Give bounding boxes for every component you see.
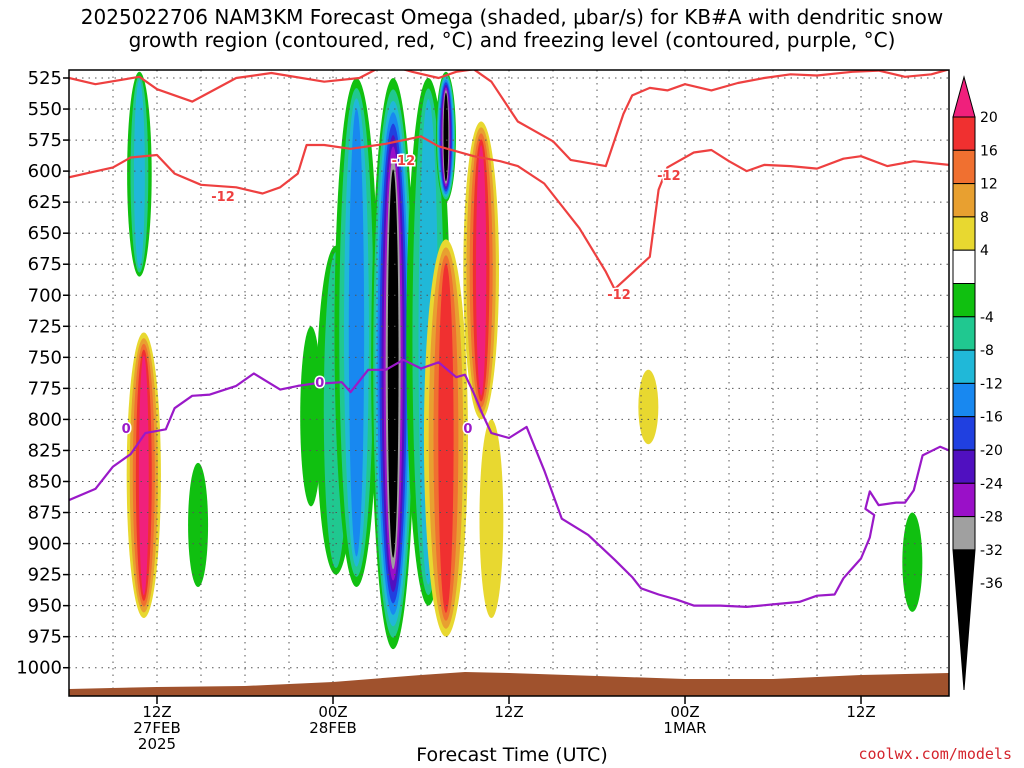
contour-label: -12 (211, 190, 235, 205)
colorbar-bin (952, 516, 976, 551)
omega-feature (902, 512, 923, 612)
colorbar-bin (952, 116, 976, 151)
colorbar-label: -28 (980, 510, 1003, 526)
colorbar-label: 8 (980, 210, 989, 226)
contour-label: 0 (122, 422, 131, 437)
omega-feature (389, 180, 397, 547)
contour-labels: -12 -12 -12 -12 0 0 0 (120, 152, 682, 438)
x-tick-label: 1MAR (663, 719, 706, 737)
y-tick-label: 700 (28, 285, 62, 306)
x-tick-label: 00Z (318, 703, 347, 721)
x-axis-title: Forecast Time (UTC) (416, 744, 608, 766)
y-tick-label: 725 (28, 316, 62, 337)
colorbar-label: -8 (980, 343, 994, 359)
y-tick-label: 600 (28, 161, 62, 182)
colorbar-label: -12 (980, 376, 1003, 392)
y-tick-label: 875 (28, 503, 62, 524)
colorbar-bin (952, 349, 976, 384)
colorbar-bin (952, 382, 976, 418)
colorbar-bin (952, 183, 976, 218)
colorbar-extend-low (952, 549, 976, 691)
colorbar-label: -16 (980, 410, 1003, 426)
x-tick-label: 27FEB (133, 719, 180, 737)
omega-feature (438, 263, 454, 613)
contour-freezing (69, 358, 949, 609)
colorbar-label: -24 (980, 476, 1003, 492)
colorbar-label: -36 (980, 576, 1003, 592)
y-tick-label: 800 (28, 409, 62, 430)
x-tick-label: 2025 (138, 735, 176, 753)
colorbar-bin (952, 416, 976, 451)
y-axis: 525 550 575 600 625 650 675 700 725 750 775 800 825 8… (16, 68, 69, 679)
y-tick-label: 975 (28, 627, 62, 648)
omega-feature (348, 108, 365, 557)
colorbar-bin (952, 449, 976, 484)
omega-feature (133, 79, 145, 269)
terrain (69, 672, 949, 696)
colorbar-bin (952, 216, 976, 251)
contour-dgz_upper (69, 70, 949, 168)
contour-label: -12 (657, 169, 681, 184)
colorbar-bin (952, 283, 976, 318)
x-tick-label: 12Z (142, 703, 171, 721)
colorbar-bin (952, 316, 976, 351)
contour-label: 0 (315, 376, 324, 391)
y-tick-label: 675 (28, 254, 62, 275)
contour-label: -12 (607, 288, 631, 303)
colorbar-label: -20 (980, 443, 1003, 459)
chart-title: 2025022706 NAM3KM Forecast Omega (shaded… (0, 6, 1024, 52)
y-tick-label: 1000 (16, 658, 62, 679)
colorbar-extend-high (952, 75, 976, 118)
x-tick-label: 12Z (846, 703, 875, 721)
colorbar-bin (952, 249, 976, 284)
title-line-2: growth region (contoured, red, °C) and f… (128, 28, 896, 52)
omega-feature (138, 355, 149, 596)
y-tick-label: 575 (28, 130, 62, 151)
title-line-1: 2025022706 NAM3KM Forecast Omega (shaded… (80, 5, 944, 29)
omega-feature (638, 369, 659, 445)
x-tick-label: 12Z (494, 703, 523, 721)
contour-label: -12 (392, 154, 416, 169)
colorbar: 20 16 12 8 4 -4 -8 -12 -16 -20 -24 -28 -32 -36 (952, 75, 1003, 691)
omega-feature (188, 462, 209, 588)
x-tick-label: 00Z (670, 703, 699, 721)
omega-feature (300, 326, 322, 507)
colorbar-label: 4 (980, 243, 989, 259)
grid (69, 70, 949, 696)
omega-shading (126, 71, 923, 650)
y-tick-label: 625 (28, 192, 62, 213)
y-tick-label: 775 (28, 378, 62, 399)
omega-feature (476, 145, 487, 396)
y-tick-label: 650 (28, 223, 62, 244)
y-tick-label: 925 (28, 565, 62, 586)
omega-feature (479, 419, 504, 619)
colorbar-label: 20 (980, 110, 998, 126)
y-tick-label: 825 (28, 440, 62, 461)
colorbar-label: 16 (980, 143, 998, 159)
y-tick-label: 750 (28, 347, 62, 368)
terrain-band (69, 672, 949, 696)
omega-feature (444, 95, 448, 179)
credit-text: coolwx.com/models (858, 745, 1012, 763)
y-tick-label: 900 (28, 534, 62, 555)
contours (69, 70, 949, 609)
colorbar-bin (952, 149, 976, 185)
colorbar-bin (952, 482, 976, 518)
colorbar-label: -4 (980, 310, 994, 326)
y-tick-label: 850 (28, 471, 62, 492)
y-tick-label: 950 (28, 596, 62, 617)
x-tick-label: 28FEB (309, 719, 356, 737)
contour-label: 0 (463, 422, 472, 437)
colorbar-label: -32 (980, 543, 1003, 559)
colorbar-label: 12 (980, 177, 998, 193)
y-tick-label: 525 (28, 68, 62, 89)
y-tick-label: 550 (28, 99, 62, 120)
contour-dgz_lower (69, 135, 949, 291)
